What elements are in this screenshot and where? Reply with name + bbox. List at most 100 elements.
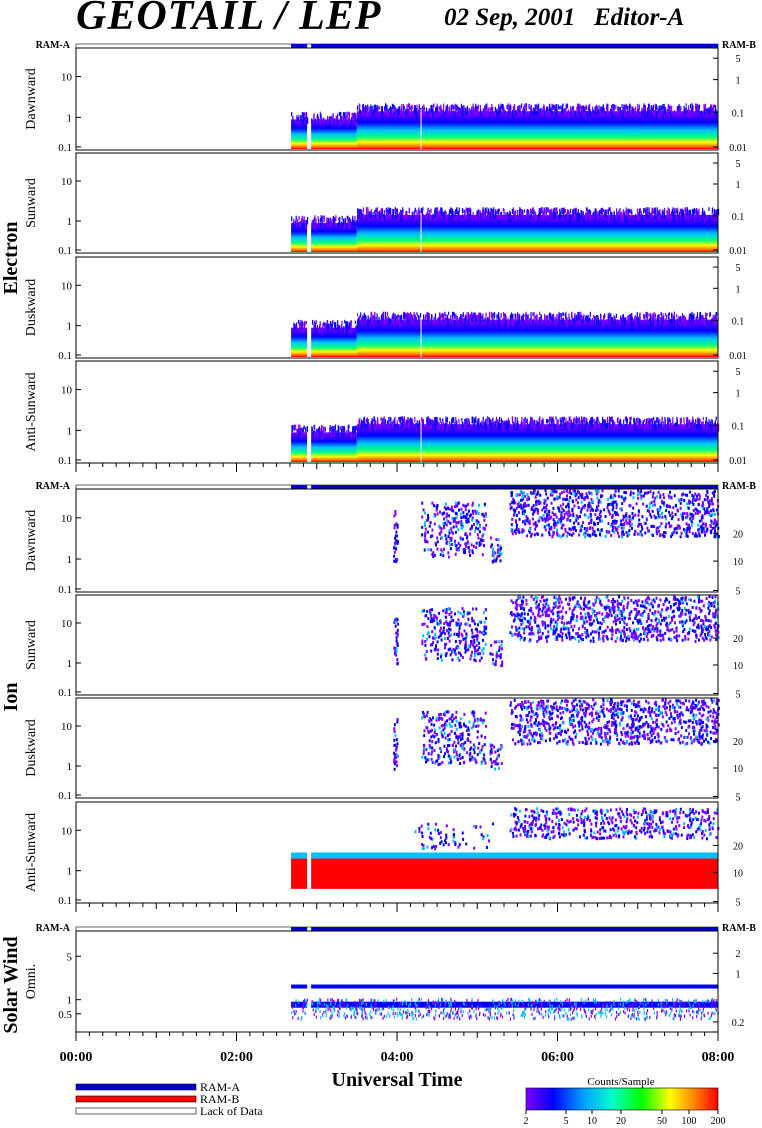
spectrogram-speck bbox=[494, 662, 497, 666]
spectrogram-speck bbox=[696, 497, 699, 501]
spectrogram-speck bbox=[625, 531, 628, 535]
panel-frame bbox=[75, 256, 719, 359]
spectrogram-speck bbox=[602, 416, 604, 425]
spectrogram-speck bbox=[459, 543, 462, 547]
spectrogram-speck bbox=[515, 422, 517, 427]
spectrogram-speck bbox=[676, 318, 678, 322]
spectrogram-speck bbox=[530, 534, 533, 538]
spectrogram-speck bbox=[396, 208, 398, 216]
spectrogram-speck bbox=[696, 534, 699, 538]
spectrogram-speck bbox=[715, 416, 717, 421]
spectrogram-speck bbox=[464, 504, 467, 508]
spectrogram-speck bbox=[593, 521, 596, 525]
spectrogram-speck bbox=[467, 213, 469, 218]
spectrogram-speck bbox=[473, 645, 476, 649]
spectrogram-speck bbox=[563, 497, 566, 501]
spectrogram-speck bbox=[595, 110, 597, 115]
spectrogram-speck bbox=[429, 521, 432, 525]
spectrogram-speck bbox=[484, 105, 486, 111]
spectrogram-speck bbox=[362, 315, 364, 322]
spectrogram-speck bbox=[626, 105, 628, 110]
spectrogram-speck bbox=[520, 635, 523, 639]
y2-tick-label: 1 bbox=[736, 284, 741, 295]
spectrogram-speck bbox=[581, 106, 583, 110]
spectrogram-speck bbox=[477, 520, 480, 524]
spectrogram-speck bbox=[577, 319, 579, 326]
spectrogram-speck bbox=[510, 625, 513, 629]
ram-label-left: RAM-A bbox=[36, 481, 71, 492]
spectrogram-speck bbox=[526, 518, 529, 522]
spectrogram-speck bbox=[540, 314, 542, 319]
spectrogram-speck bbox=[498, 318, 500, 326]
spectrogram-speck bbox=[655, 596, 658, 600]
spectrogram-speck bbox=[558, 616, 561, 620]
spectrogram-speck bbox=[639, 493, 642, 497]
spectrogram-speck bbox=[427, 516, 430, 520]
spectrogram-speck bbox=[588, 503, 591, 507]
spectrogram-speck bbox=[662, 501, 665, 505]
spectrogram-speck bbox=[306, 426, 309, 433]
spectrogram-speck bbox=[349, 219, 351, 225]
spectrogram-speck bbox=[471, 616, 474, 620]
spectrogram-speck bbox=[556, 531, 559, 535]
spectrogram-speck bbox=[680, 417, 682, 423]
spectrogram-speck bbox=[545, 316, 547, 323]
spectrogram-speck bbox=[425, 649, 428, 653]
spectrogram-speck bbox=[438, 524, 441, 528]
ram-label-left: RAM-A bbox=[36, 40, 71, 51]
spectrogram-speck bbox=[552, 104, 555, 110]
spectrogram-speck bbox=[627, 316, 629, 322]
spectrogram-speck bbox=[698, 214, 700, 219]
spectrogram-speck bbox=[313, 424, 315, 430]
spectrogram-speck bbox=[478, 620, 481, 624]
spectrogram-speck bbox=[551, 317, 554, 323]
spectrogram-speck bbox=[708, 419, 710, 428]
spectrogram-speck bbox=[509, 631, 512, 635]
spectrogram-speck bbox=[571, 526, 574, 530]
spectrogram-speck bbox=[350, 323, 352, 330]
spectrogram-speck bbox=[456, 623, 459, 627]
spectrogram-speck bbox=[470, 628, 473, 632]
spectrogram-speck bbox=[360, 317, 363, 324]
spectrogram-speck bbox=[700, 530, 703, 534]
spectrogram-speck bbox=[508, 111, 510, 117]
spectrogram-speck bbox=[530, 104, 532, 112]
spectrogram-speck bbox=[502, 312, 505, 316]
spectrogram-speck bbox=[675, 211, 677, 217]
y2-tick-label: 1 bbox=[736, 76, 741, 87]
spectrogram-speck bbox=[356, 220, 358, 224]
spectrogram-speck bbox=[632, 108, 634, 114]
spectrogram-speck bbox=[465, 648, 468, 652]
spectrogram-speck bbox=[436, 106, 438, 113]
spectrogram-speck bbox=[371, 314, 373, 321]
spectrogram-speck bbox=[523, 509, 526, 513]
spectrogram-speck bbox=[447, 520, 450, 524]
spectrogram-speck bbox=[604, 314, 606, 319]
spectrogram-speck bbox=[716, 532, 719, 536]
spectrogram-speck bbox=[545, 208, 547, 213]
spectrogram-speck bbox=[423, 548, 426, 552]
spectrogram-speck bbox=[299, 220, 302, 227]
spectrogram-speck bbox=[435, 644, 438, 648]
spectrogram-speck bbox=[649, 630, 652, 634]
spectrogram-speck bbox=[534, 211, 536, 219]
spectrogram-speck bbox=[599, 519, 602, 523]
spectrogram-speck bbox=[478, 313, 480, 318]
spectrogram-speck bbox=[565, 510, 568, 514]
spectrogram-speck bbox=[580, 507, 583, 511]
spectrogram-speck bbox=[690, 520, 693, 524]
spectrogram-speck bbox=[479, 652, 482, 656]
spectrogram-speck bbox=[534, 420, 536, 426]
spectrogram-speck bbox=[468, 110, 470, 118]
spectrogram-speck bbox=[690, 214, 693, 218]
spectrogram-speck bbox=[568, 313, 570, 319]
spectrogram-speck bbox=[580, 524, 583, 528]
spectrogram-speck bbox=[397, 108, 399, 116]
y-tick-label: 0.1 bbox=[58, 245, 72, 257]
spectrogram-speck bbox=[497, 209, 499, 214]
spectrogram-speck bbox=[299, 428, 302, 436]
spectrogram-speck bbox=[450, 530, 453, 534]
spectrogram-speck bbox=[396, 643, 399, 647]
spectrogram-speck bbox=[439, 634, 442, 638]
